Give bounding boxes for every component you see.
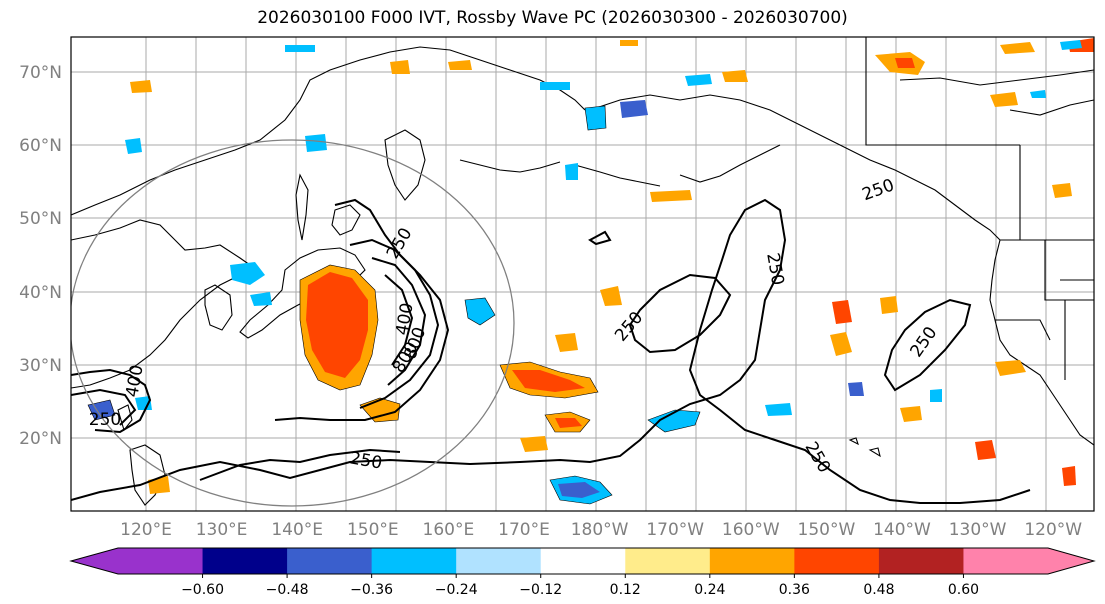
contour-label: 250 [801,438,835,476]
gridlines [71,37,1094,511]
colorbar-tick-label: 0.60 [948,582,979,598]
contour-label: 250 [89,410,121,430]
colorbar-outline [69,547,1096,575]
reference-circle [71,139,515,507]
colorbar-swatch [540,548,626,574]
colorbar-swatch [709,548,795,574]
lon-label: 140°E [271,520,323,540]
lon-label: 160°E [423,520,475,540]
contour-label: 400 [122,363,147,398]
lon-label: 120°W [1024,520,1082,540]
colorbar-tick-label: −0.24 [435,582,478,598]
colorbar-tick-label: 0.12 [610,582,641,598]
lat-label: 70°N [19,63,62,83]
lon-label: 120°E [120,520,172,540]
contour-label: 250 [348,448,383,473]
coastlines [71,37,1094,506]
colorbar-tick-label: 0.36 [779,582,810,598]
colorbar-swatch [878,548,964,574]
lon-label: 150°E [347,520,399,540]
lat-label: 60°N [19,136,62,156]
colorbar-tick-label: −0.48 [266,582,309,598]
ivt-anomaly-fills [87,38,1094,505]
latitude-labels: 70°N 60°N 50°N 40°N 30°N 20°N [19,63,62,449]
colorbar-tick-label: −0.36 [350,582,393,598]
lat-label: 50°N [19,209,62,229]
lon-label: 170°W [646,520,704,540]
lon-label: 150°W [798,520,856,540]
colorbar-extension-low [71,548,118,574]
lat-label: 30°N [19,356,62,376]
contour-label: 250 [611,308,647,346]
longitude-labels: 120°E 130°E 140°E 150°E 160°E 170°E 180°W 170°W… [120,520,1082,540]
ivt-contours [71,198,1031,504]
contour-label: 250 [860,175,897,205]
colorbar-swatch [371,548,457,574]
colorbar-tick-label: 0.24 [694,582,725,598]
contour-label: 250 [762,251,787,286]
map-title: 2026030100 F000 IVT, Rossby Wave PC (202… [257,8,848,28]
colorbar-extension-high [1048,548,1094,574]
lon-label: 130°W [949,520,1007,540]
lat-label: 20°N [19,429,62,449]
colorbar-swatch [202,548,288,574]
colorbar-swatch [118,548,204,574]
lon-label: 160°W [722,520,780,540]
colorbar-tick-label: 0.48 [863,582,894,598]
colorbar-swatch [287,548,373,574]
lon-label: 130°E [196,520,248,540]
contour-label: 250 [383,224,417,262]
colorbar-swatch [456,548,542,574]
contour-label: 250 [906,323,941,361]
colorbar-tick-label: −0.60 [181,582,224,598]
colorbar-swatch [794,548,880,574]
colorbar-swatch [625,548,711,574]
lon-label: 170°E [498,520,550,540]
lon-label: 140°W [873,520,931,540]
colorbar: −0.60 −0.48 −0.36 −0.24 −0.12 0.12 0.24 0.36 0.4… [69,547,1096,598]
colorbar-tick-label: −0.12 [519,582,562,598]
map-frame [70,36,1095,512]
lon-label: 180°W [571,520,629,540]
lat-label: 40°N [19,283,62,303]
colorbar-swatch [963,548,1049,574]
